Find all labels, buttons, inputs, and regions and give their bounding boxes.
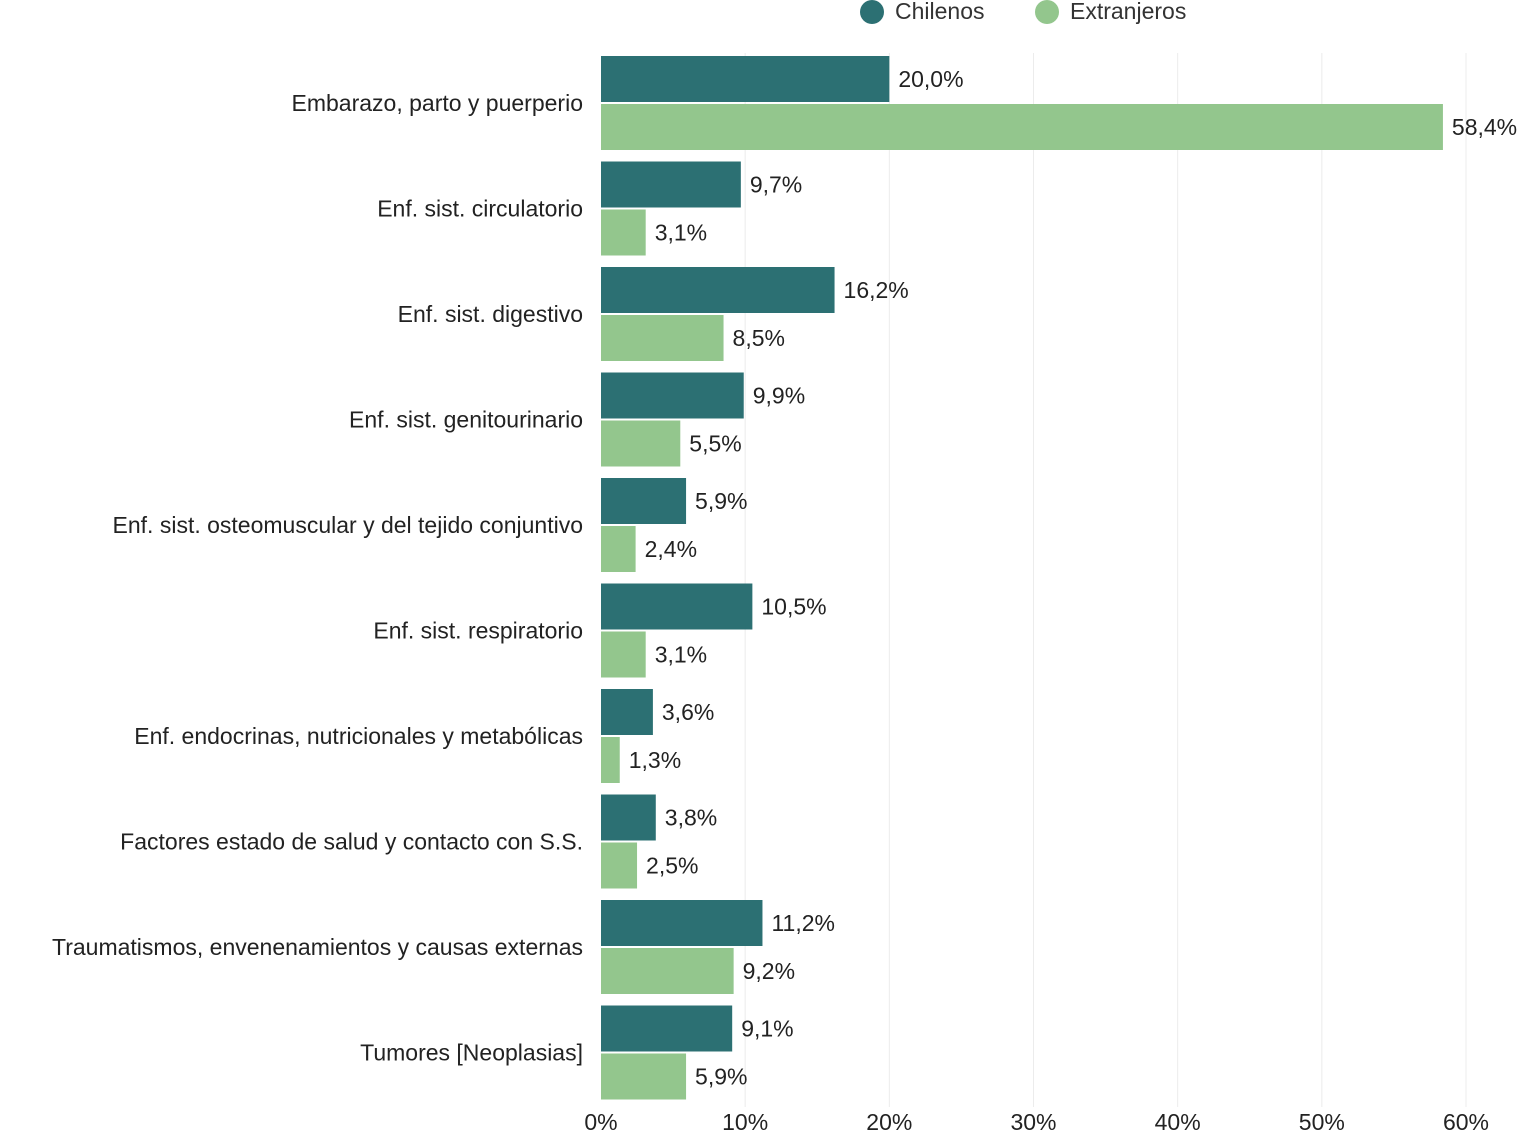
bar-chilenos-5 [601, 583, 753, 630]
category-label: Enf. sist. respiratorio [373, 618, 583, 644]
value-label-extranjeros: 3,1% [655, 642, 707, 668]
category-label: Embarazo, parto y puerperio [292, 90, 584, 116]
bar-extranjeros-8 [601, 948, 734, 994]
value-label-chilenos: 20,0% [898, 66, 963, 92]
value-label-chilenos: 16,2% [844, 277, 909, 303]
value-label-extranjeros: 9,2% [743, 958, 795, 984]
category-label: Enf. sist. osteomuscular y del tejido co… [113, 512, 583, 538]
x-tick-label: 10% [722, 1109, 768, 1131]
x-tick-label: 60% [1443, 1109, 1489, 1131]
value-label-chilenos: 11,2% [771, 910, 835, 936]
value-label-extranjeros: 5,5% [689, 431, 741, 457]
bar-chilenos-9 [601, 1005, 733, 1052]
bar-extranjeros-2 [601, 315, 724, 361]
category-label: Traumatismos, envenenamientos y causas e… [52, 934, 583, 960]
bar-extranjeros-0 [601, 104, 1443, 150]
legend-label-extranjeros: Extranjeros [1070, 0, 1186, 24]
x-tick-label: 30% [1010, 1109, 1056, 1131]
value-label-extranjeros: 58,4% [1452, 114, 1517, 140]
value-label-chilenos: 10,5% [761, 594, 826, 620]
legend-item-chilenos[interactable]: Chilenos [860, 0, 985, 24]
value-label-chilenos: 3,6% [662, 699, 714, 725]
value-label-extranjeros: 5,9% [695, 1064, 747, 1090]
category-label: Enf. sist. circulatorio [377, 196, 583, 222]
value-label-chilenos: 9,7% [750, 172, 802, 198]
bar-chilenos-0 [601, 56, 890, 102]
x-tick-label: 20% [866, 1109, 912, 1131]
bar-extranjeros-6 [601, 737, 620, 783]
bar-extranjeros-4 [601, 526, 636, 572]
legend-swatch-extranjeros [1035, 0, 1059, 24]
value-label-extranjeros: 3,1% [655, 220, 707, 246]
bar-chilenos-6 [601, 689, 653, 735]
value-label-chilenos: 9,9% [753, 383, 805, 409]
x-tick-label: 0% [584, 1109, 617, 1131]
bar-chilenos-7 [601, 794, 656, 841]
category-label: Enf. endocrinas, nutricionales y metaból… [134, 723, 583, 749]
value-labels: 20,0% 58,4% 9,7% 3,1% 16,2% 8,5% 9,9% 5,5% 5,9% 2… [629, 66, 1517, 1090]
x-axis: 0% 10% 20% 30% 40% 50% 60% [584, 1109, 1489, 1131]
legend-item-extranjeros[interactable]: Extranjeros [1035, 0, 1186, 24]
legend-swatch-chilenos [860, 0, 884, 24]
x-tick-label: 40% [1155, 1109, 1201, 1131]
bar-extranjeros-3 [601, 420, 681, 467]
bars [601, 56, 1443, 1100]
bar-extranjeros-5 [601, 631, 646, 678]
legend: Chilenos Extranjeros [860, 0, 1186, 24]
category-labels: Embarazo, parto y puerperio Enf. sist. ci… [52, 90, 583, 1066]
bar-chilenos-2 [601, 267, 835, 313]
bar-chilenos-8 [601, 900, 763, 946]
bar-extranjeros-7 [601, 842, 638, 889]
value-label-extranjeros: 1,3% [629, 747, 681, 773]
value-label-chilenos: 3,8% [665, 805, 717, 831]
x-tick-label: 50% [1299, 1109, 1345, 1131]
value-label-extranjeros: 8,5% [733, 325, 785, 351]
grid-lines [744, 53, 1467, 1107]
value-label-chilenos: 9,1% [741, 1016, 793, 1042]
category-label: Enf. sist. digestivo [398, 301, 583, 327]
bar-extranjeros-9 [601, 1053, 687, 1100]
bar-chilenos-3 [601, 372, 744, 419]
value-label-chilenos: 5,9% [695, 488, 747, 514]
legend-label-chilenos: Chilenos [895, 0, 985, 24]
value-label-extranjeros: 2,4% [645, 536, 697, 562]
category-label: Enf. sist. genitourinario [349, 407, 583, 433]
bar-chilenos-1 [601, 161, 741, 208]
category-label: Tumores [Neoplasias] [360, 1040, 583, 1066]
bar-chilenos-4 [601, 478, 687, 524]
category-label: Factores estado de salud y contacto con … [120, 829, 583, 855]
value-label-extranjeros: 2,5% [646, 853, 698, 879]
bar-extranjeros-1 [601, 209, 646, 256]
